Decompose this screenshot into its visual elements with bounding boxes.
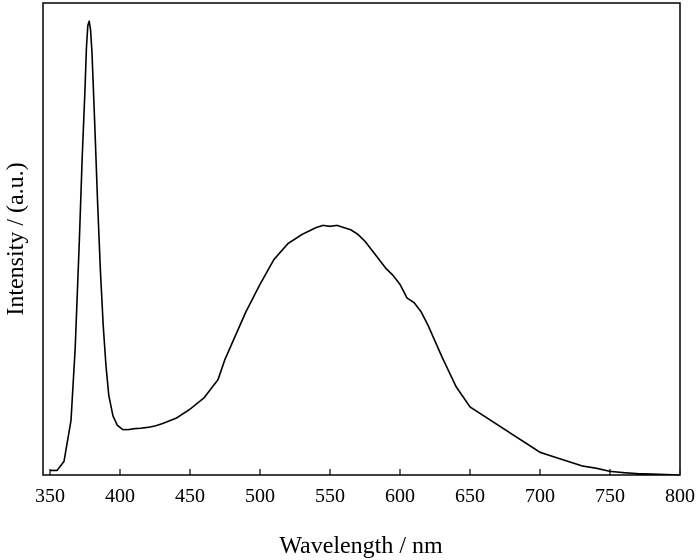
plot-frame — [42, 2, 681, 476]
x-tick-label-700: 700 — [525, 485, 555, 507]
x-tick-label-450: 450 — [175, 485, 205, 507]
x-axis-tick-labels: 350 400 450 500 550 600 650 700 750 800 — [35, 485, 695, 507]
x-tick-label-550: 550 — [315, 485, 345, 507]
x-tick-label-400: 400 — [105, 485, 135, 507]
x-tick-label-750: 750 — [595, 485, 625, 507]
x-tick-label-350: 350 — [35, 485, 65, 507]
x-tick-label-650: 650 — [455, 485, 485, 507]
x-tick-label-600: 600 — [385, 485, 415, 507]
x-axis-title: Wavelength / nm — [279, 533, 443, 559]
series-line-spectrum — [50, 20, 681, 476]
x-tick-label-500: 500 — [245, 485, 275, 507]
y-axis-title: Intensity / (a.u.) — [3, 162, 29, 315]
x-axis-ticks — [49, 469, 681, 475]
x-tick-label-800: 800 — [665, 485, 695, 507]
